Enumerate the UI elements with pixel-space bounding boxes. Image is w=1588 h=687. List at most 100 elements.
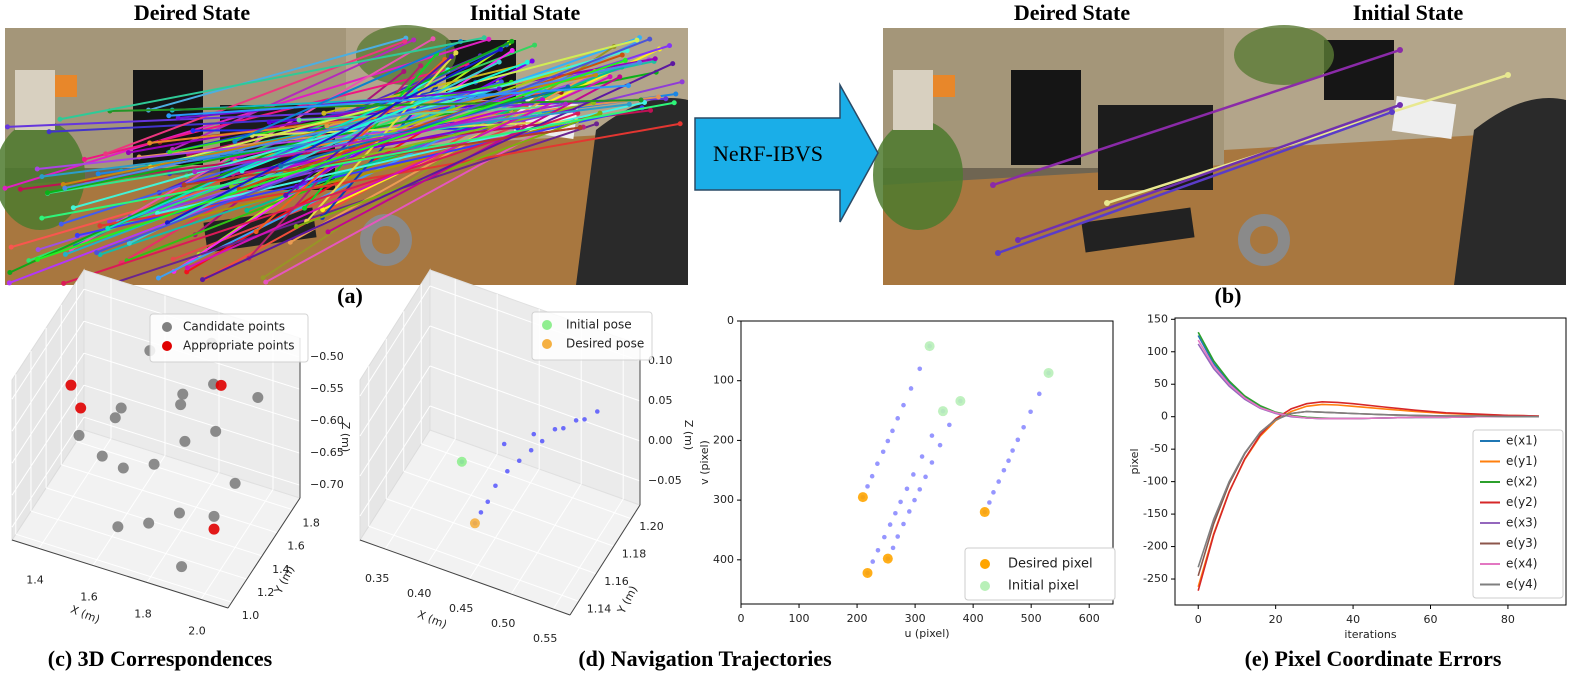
trajectory-point — [904, 486, 910, 492]
desk — [883, 165, 1224, 285]
keypoint — [70, 205, 76, 211]
trajectory-point — [1036, 391, 1042, 397]
trajectory-point — [929, 433, 935, 438]
grid-line — [386, 498, 597, 575]
keypoint — [671, 100, 677, 106]
x-tick-label: 600 — [1079, 612, 1100, 625]
monitor — [1324, 40, 1394, 100]
keypoint — [74, 232, 80, 238]
trajectory-point — [869, 473, 875, 479]
keypoint — [324, 123, 330, 129]
trajectory-point — [875, 547, 881, 553]
plot-frame — [1174, 317, 1567, 606]
legend-label: e(x1) — [1506, 434, 1537, 448]
legend-box — [964, 547, 1116, 601]
keypoint — [509, 48, 515, 54]
grid-line — [83, 352, 301, 422]
grid-line — [76, 441, 293, 511]
y-axis-label: v (pixel) — [698, 440, 711, 485]
keypoint — [17, 186, 23, 192]
trajectory-point — [865, 484, 870, 489]
correspondence — [37, 59, 626, 261]
keypoint — [321, 110, 327, 116]
point — [937, 406, 948, 417]
keypoint — [46, 129, 52, 135]
x-axis-label: iterations — [1344, 628, 1396, 641]
trajectory-point — [996, 479, 1001, 484]
keypoint — [563, 101, 569, 107]
keypoint — [496, 86, 502, 92]
keypoint — [190, 128, 196, 134]
caption: (c) 3D Correspondences — [48, 646, 273, 671]
grid-line — [11, 384, 85, 496]
point — [96, 450, 108, 462]
axis-line — [359, 539, 571, 616]
keypoint — [624, 48, 630, 54]
y-tick-label: 1.4 — [272, 563, 290, 576]
axis-label: Z (m) — [339, 422, 352, 452]
grid-line — [200, 489, 274, 600]
grid-line — [384, 438, 456, 550]
grid-line — [359, 285, 431, 397]
correspondence — [280, 86, 569, 168]
correspondence — [285, 55, 453, 197]
axis-line — [11, 539, 229, 609]
keypoint — [61, 280, 67, 286]
trajectory-point — [882, 534, 887, 540]
z-tick-label: 0.05 — [648, 394, 673, 407]
y-tick-label: -200 — [1143, 540, 1168, 553]
point — [173, 507, 185, 519]
note — [933, 75, 955, 97]
trajectory-point — [911, 472, 916, 477]
keypoint — [7, 269, 13, 275]
point — [229, 477, 241, 489]
z-tick-label: −0.70 — [310, 478, 344, 491]
grid-line — [83, 384, 301, 454]
trajectory-point — [898, 499, 903, 505]
grid-line — [359, 405, 431, 517]
keypoint — [278, 163, 284, 169]
keypoint — [677, 121, 683, 127]
keypoint — [679, 79, 685, 85]
trajectory-point — [880, 449, 886, 455]
legend-label: Desired pose — [566, 337, 644, 351]
keypoint — [103, 151, 109, 157]
legend-marker — [980, 559, 990, 569]
keypoint — [95, 171, 101, 177]
keypoint — [94, 250, 100, 256]
series-line — [1197, 410, 1539, 568]
chair — [1454, 98, 1566, 285]
keypoint — [184, 265, 190, 271]
keypoint — [44, 190, 50, 196]
grid-line — [92, 455, 166, 566]
x-tick-label: 300 — [905, 612, 926, 625]
correspondence — [64, 61, 640, 190]
pane-left — [359, 268, 431, 542]
grid-line — [15, 533, 232, 603]
trajectory-point — [1028, 409, 1033, 415]
keypoint — [166, 113, 172, 119]
y-tick-label: 0 — [727, 314, 734, 327]
point — [862, 567, 873, 578]
keypoint — [320, 207, 326, 213]
trajectory-point — [1001, 467, 1007, 473]
correspondence — [167, 48, 502, 224]
trajectory-point — [987, 500, 992, 505]
x-tick-label: 1.6 — [80, 591, 98, 604]
y-tick-label: 100 — [713, 374, 734, 387]
point — [75, 402, 87, 414]
legend-label: e(x4) — [1506, 557, 1537, 571]
correspondence — [178, 87, 500, 119]
z-tick-label: −0.55 — [310, 382, 344, 395]
series-line — [1197, 400, 1539, 591]
y-tick-label: 1.14 — [587, 602, 612, 615]
trajectory-point — [929, 460, 935, 465]
grid-line — [83, 416, 301, 486]
correspondence — [128, 61, 500, 245]
y-tick-label: 1.8 — [302, 517, 320, 530]
correspondence — [172, 122, 524, 261]
keypoint — [39, 174, 45, 180]
grid-line — [429, 405, 641, 482]
x-tick-label: 0.40 — [407, 587, 432, 600]
x-tick-label: 0 — [1195, 613, 1202, 626]
